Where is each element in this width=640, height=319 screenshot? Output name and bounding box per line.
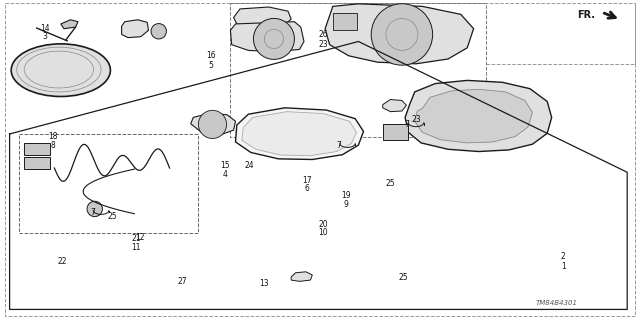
- Text: 7: 7: [90, 208, 95, 217]
- Text: 16: 16: [206, 51, 216, 60]
- Circle shape: [198, 110, 227, 138]
- Text: 23: 23: [318, 40, 328, 48]
- Polygon shape: [325, 4, 474, 64]
- Polygon shape: [234, 7, 291, 29]
- Polygon shape: [405, 80, 552, 152]
- Polygon shape: [242, 112, 356, 156]
- Text: 2: 2: [561, 252, 566, 261]
- Text: 14: 14: [40, 24, 50, 33]
- Circle shape: [253, 19, 294, 59]
- Circle shape: [371, 4, 433, 65]
- Text: 27: 27: [177, 277, 188, 286]
- Text: 8: 8: [50, 141, 55, 150]
- Polygon shape: [191, 113, 236, 135]
- Bar: [24, 143, 50, 155]
- Text: 3: 3: [42, 32, 47, 41]
- Circle shape: [151, 24, 166, 39]
- Text: 15: 15: [220, 161, 230, 170]
- Text: FR.: FR.: [577, 10, 595, 20]
- Polygon shape: [236, 108, 364, 160]
- Polygon shape: [122, 20, 148, 38]
- Text: 26: 26: [318, 30, 328, 39]
- Text: 18: 18: [48, 132, 57, 141]
- Text: 17: 17: [302, 176, 312, 185]
- Text: 1: 1: [561, 262, 566, 271]
- Text: 10: 10: [318, 228, 328, 237]
- Text: TM84B4301: TM84B4301: [536, 300, 578, 306]
- Polygon shape: [291, 272, 312, 281]
- Text: 21: 21: [132, 234, 141, 243]
- Text: 25: 25: [398, 273, 408, 282]
- Text: 6: 6: [305, 184, 310, 193]
- Polygon shape: [383, 100, 406, 112]
- Text: 11: 11: [132, 243, 141, 252]
- Ellipse shape: [11, 44, 111, 96]
- Text: 20: 20: [318, 220, 328, 229]
- Text: 24: 24: [244, 161, 255, 170]
- Text: 7: 7: [337, 141, 342, 150]
- Text: 19: 19: [340, 191, 351, 200]
- Polygon shape: [230, 22, 304, 52]
- Text: 23: 23: [411, 115, 421, 124]
- Text: 7: 7: [404, 120, 409, 129]
- Text: 25: 25: [107, 212, 117, 221]
- Bar: [24, 157, 50, 169]
- Text: 9: 9: [343, 200, 348, 209]
- Text: 13: 13: [259, 279, 269, 288]
- Polygon shape: [415, 89, 532, 143]
- Text: 5: 5: [209, 61, 214, 70]
- Text: 22: 22: [58, 257, 67, 266]
- Bar: [383, 124, 408, 140]
- Bar: [333, 13, 357, 30]
- Text: 12: 12: [135, 233, 144, 242]
- Circle shape: [87, 201, 102, 217]
- Text: 4: 4: [223, 170, 228, 179]
- Text: 25: 25: [385, 179, 396, 188]
- Polygon shape: [61, 20, 78, 29]
